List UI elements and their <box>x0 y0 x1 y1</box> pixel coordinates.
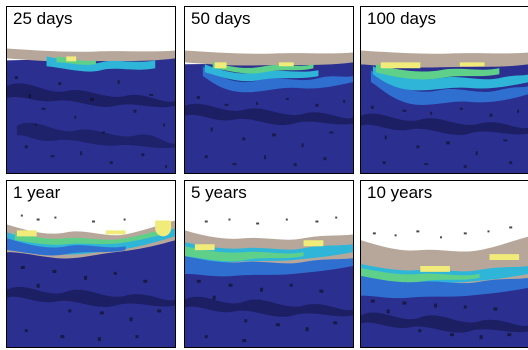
simulation-image-5-years <box>185 181 353 347</box>
panel-5-years: 5 years <box>184 180 354 348</box>
simulation-image-10-years <box>361 181 528 347</box>
panel-50-days: 50 days <box>184 6 354 174</box>
panel-1-year: 1 year <box>6 180 176 348</box>
panel-10-years: 10 years <box>360 180 528 348</box>
panel-label: 25 days <box>13 9 73 28</box>
panel-label: 1 year <box>13 183 61 202</box>
panel-label: 100 days <box>367 9 436 28</box>
simulation-image-50-days <box>185 7 353 173</box>
panel-label: 10 years <box>367 183 433 202</box>
simulation-image-25-days <box>7 7 175 173</box>
simulation-image-100-days <box>361 7 528 173</box>
panel-25-days: 25 days <box>6 6 176 174</box>
simulation-image-1-year <box>7 181 175 347</box>
panel-100-days: 100 days <box>360 6 528 174</box>
panel-label: 50 days <box>191 9 251 28</box>
panel-label: 5 years <box>191 183 247 202</box>
